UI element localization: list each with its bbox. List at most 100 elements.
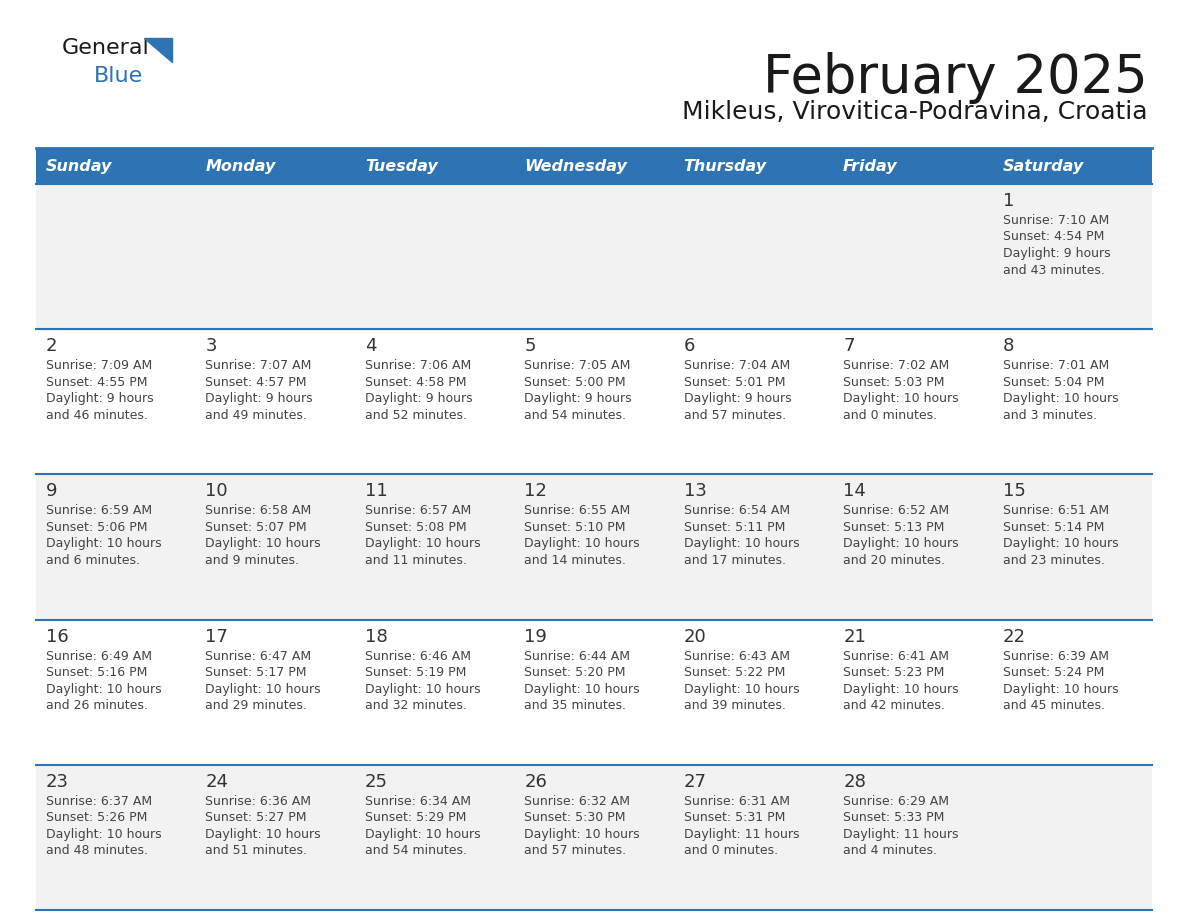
Text: Sunset: 5:24 PM: Sunset: 5:24 PM (1003, 666, 1104, 679)
Text: 14: 14 (843, 482, 866, 500)
Text: Sunset: 4:58 PM: Sunset: 4:58 PM (365, 375, 467, 388)
Text: 19: 19 (524, 628, 548, 645)
Text: Sunrise: 6:34 AM: Sunrise: 6:34 AM (365, 795, 470, 808)
Text: Sunset: 5:01 PM: Sunset: 5:01 PM (684, 375, 785, 388)
Text: Sunset: 5:14 PM: Sunset: 5:14 PM (1003, 521, 1104, 534)
Text: 8: 8 (1003, 337, 1013, 355)
Text: Sunset: 5:11 PM: Sunset: 5:11 PM (684, 521, 785, 534)
Text: Sunset: 5:26 PM: Sunset: 5:26 PM (46, 812, 147, 824)
Text: Daylight: 9 hours: Daylight: 9 hours (524, 392, 632, 405)
Text: 3: 3 (206, 337, 217, 355)
Text: Sunrise: 6:52 AM: Sunrise: 6:52 AM (843, 504, 949, 518)
Bar (36, 620, 1152, 765)
Text: 1: 1 (1003, 192, 1013, 210)
Text: February 2025: February 2025 (763, 52, 1148, 104)
Text: Sunset: 5:03 PM: Sunset: 5:03 PM (843, 375, 944, 388)
Text: Friday: Friday (843, 159, 898, 174)
Text: Sunrise: 6:49 AM: Sunrise: 6:49 AM (46, 650, 152, 663)
Bar (355, 148, 514, 184)
Text: Daylight: 10 hours: Daylight: 10 hours (365, 828, 480, 841)
Text: Sunset: 5:17 PM: Sunset: 5:17 PM (206, 666, 307, 679)
Text: Sunday: Sunday (46, 159, 113, 174)
Text: Thursday: Thursday (684, 159, 766, 174)
Text: Daylight: 11 hours: Daylight: 11 hours (843, 828, 959, 841)
Text: Daylight: 10 hours: Daylight: 10 hours (365, 537, 480, 551)
Text: Sunrise: 6:54 AM: Sunrise: 6:54 AM (684, 504, 790, 518)
Text: and 54 minutes.: and 54 minutes. (365, 845, 467, 857)
Text: Sunset: 5:13 PM: Sunset: 5:13 PM (843, 521, 944, 534)
Text: Daylight: 10 hours: Daylight: 10 hours (206, 537, 321, 551)
Text: Sunset: 5:23 PM: Sunset: 5:23 PM (843, 666, 944, 679)
Bar (196, 148, 355, 184)
Text: and 46 minutes.: and 46 minutes. (46, 409, 147, 421)
Text: General: General (62, 38, 150, 58)
Text: Sunrise: 7:10 AM: Sunrise: 7:10 AM (1003, 214, 1108, 227)
Text: and 52 minutes.: and 52 minutes. (365, 409, 467, 421)
Text: 26: 26 (524, 773, 548, 790)
Text: 21: 21 (843, 628, 866, 645)
Text: Daylight: 9 hours: Daylight: 9 hours (46, 392, 153, 405)
Text: Mikleus, Virovitica-Podravina, Croatia: Mikleus, Virovitica-Podravina, Croatia (682, 100, 1148, 124)
Text: Sunset: 5:06 PM: Sunset: 5:06 PM (46, 521, 147, 534)
Bar (36, 148, 196, 184)
Text: Sunrise: 6:58 AM: Sunrise: 6:58 AM (206, 504, 311, 518)
Text: and 51 minutes.: and 51 minutes. (206, 845, 308, 857)
Text: Sunrise: 7:04 AM: Sunrise: 7:04 AM (684, 359, 790, 372)
Text: Monday: Monday (206, 159, 276, 174)
Text: Sunrise: 6:44 AM: Sunrise: 6:44 AM (524, 650, 631, 663)
Bar (833, 148, 992, 184)
Text: Sunset: 5:33 PM: Sunset: 5:33 PM (843, 812, 944, 824)
Text: 11: 11 (365, 482, 387, 500)
Bar (36, 184, 1152, 330)
Text: Sunrise: 6:41 AM: Sunrise: 6:41 AM (843, 650, 949, 663)
Text: 4: 4 (365, 337, 377, 355)
Text: Daylight: 10 hours: Daylight: 10 hours (843, 537, 959, 551)
Text: Sunset: 5:10 PM: Sunset: 5:10 PM (524, 521, 626, 534)
Text: Tuesday: Tuesday (365, 159, 437, 174)
Text: Daylight: 10 hours: Daylight: 10 hours (46, 537, 162, 551)
Bar (992, 148, 1152, 184)
Text: Sunset: 4:57 PM: Sunset: 4:57 PM (206, 375, 307, 388)
Text: Daylight: 9 hours: Daylight: 9 hours (684, 392, 791, 405)
Text: Daylight: 9 hours: Daylight: 9 hours (206, 392, 314, 405)
Text: and 48 minutes.: and 48 minutes. (46, 845, 148, 857)
Text: 25: 25 (365, 773, 387, 790)
Text: Sunrise: 6:55 AM: Sunrise: 6:55 AM (524, 504, 631, 518)
Text: 18: 18 (365, 628, 387, 645)
Text: Sunset: 5:30 PM: Sunset: 5:30 PM (524, 812, 626, 824)
Text: Sunset: 5:22 PM: Sunset: 5:22 PM (684, 666, 785, 679)
Text: Daylight: 10 hours: Daylight: 10 hours (524, 683, 640, 696)
Text: 22: 22 (1003, 628, 1025, 645)
Text: and 6 minutes.: and 6 minutes. (46, 554, 140, 567)
Text: Sunset: 4:54 PM: Sunset: 4:54 PM (1003, 230, 1104, 243)
Text: Sunrise: 6:51 AM: Sunrise: 6:51 AM (1003, 504, 1108, 518)
Text: Sunset: 5:31 PM: Sunset: 5:31 PM (684, 812, 785, 824)
Text: Daylight: 10 hours: Daylight: 10 hours (1003, 537, 1118, 551)
Text: and 0 minutes.: and 0 minutes. (843, 409, 937, 421)
Text: 17: 17 (206, 628, 228, 645)
Text: Daylight: 11 hours: Daylight: 11 hours (684, 828, 800, 841)
Text: Sunrise: 7:09 AM: Sunrise: 7:09 AM (46, 359, 152, 372)
Text: Sunrise: 6:36 AM: Sunrise: 6:36 AM (206, 795, 311, 808)
Text: Sunset: 5:04 PM: Sunset: 5:04 PM (1003, 375, 1104, 388)
Text: 20: 20 (684, 628, 707, 645)
Text: Sunrise: 7:01 AM: Sunrise: 7:01 AM (1003, 359, 1108, 372)
Text: and 14 minutes.: and 14 minutes. (524, 554, 626, 567)
Text: Sunrise: 6:31 AM: Sunrise: 6:31 AM (684, 795, 790, 808)
Text: Sunset: 5:20 PM: Sunset: 5:20 PM (524, 666, 626, 679)
Text: Daylight: 10 hours: Daylight: 10 hours (206, 683, 321, 696)
Text: Sunset: 5:29 PM: Sunset: 5:29 PM (365, 812, 466, 824)
Text: 13: 13 (684, 482, 707, 500)
Text: Sunset: 4:55 PM: Sunset: 4:55 PM (46, 375, 147, 388)
Text: and 17 minutes.: and 17 minutes. (684, 554, 785, 567)
Text: Sunrise: 6:32 AM: Sunrise: 6:32 AM (524, 795, 631, 808)
Text: Sunrise: 7:07 AM: Sunrise: 7:07 AM (206, 359, 311, 372)
Bar (36, 330, 1152, 475)
Text: 12: 12 (524, 482, 548, 500)
Text: 10: 10 (206, 482, 228, 500)
Text: and 39 minutes.: and 39 minutes. (684, 700, 785, 712)
Bar (36, 475, 1152, 620)
Text: 7: 7 (843, 337, 854, 355)
Text: Daylight: 10 hours: Daylight: 10 hours (365, 683, 480, 696)
Text: 28: 28 (843, 773, 866, 790)
